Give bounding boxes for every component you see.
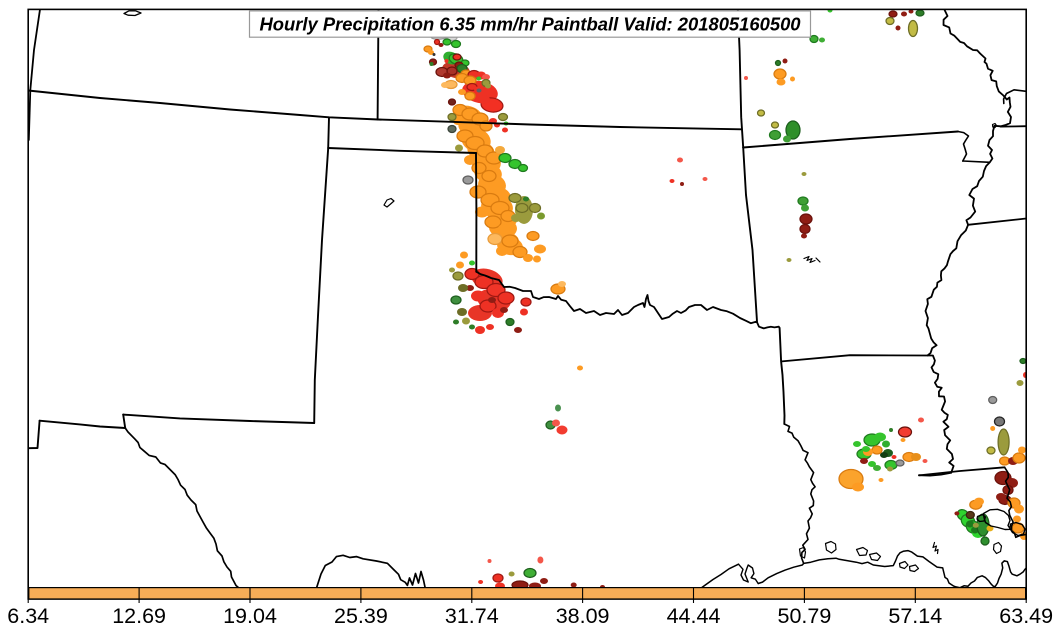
svg-text:38.09: 38.09	[556, 604, 610, 628]
svg-text:63.49: 63.49	[999, 604, 1053, 628]
svg-text:6.34: 6.34	[7, 604, 49, 628]
svg-text:12.69: 12.69	[112, 604, 166, 628]
svg-text:19.04: 19.04	[223, 604, 277, 628]
svg-text:50.79: 50.79	[777, 604, 831, 628]
svg-text:31.74: 31.74	[445, 604, 499, 628]
svg-text:25.39: 25.39	[334, 604, 388, 628]
svg-text:57.14: 57.14	[888, 604, 942, 628]
svg-text:Hourly Precipitation 6.35 mm/h: Hourly Precipitation 6.35 mm/hr Paintbal…	[259, 13, 801, 34]
svg-text:44.44: 44.44	[667, 604, 721, 628]
